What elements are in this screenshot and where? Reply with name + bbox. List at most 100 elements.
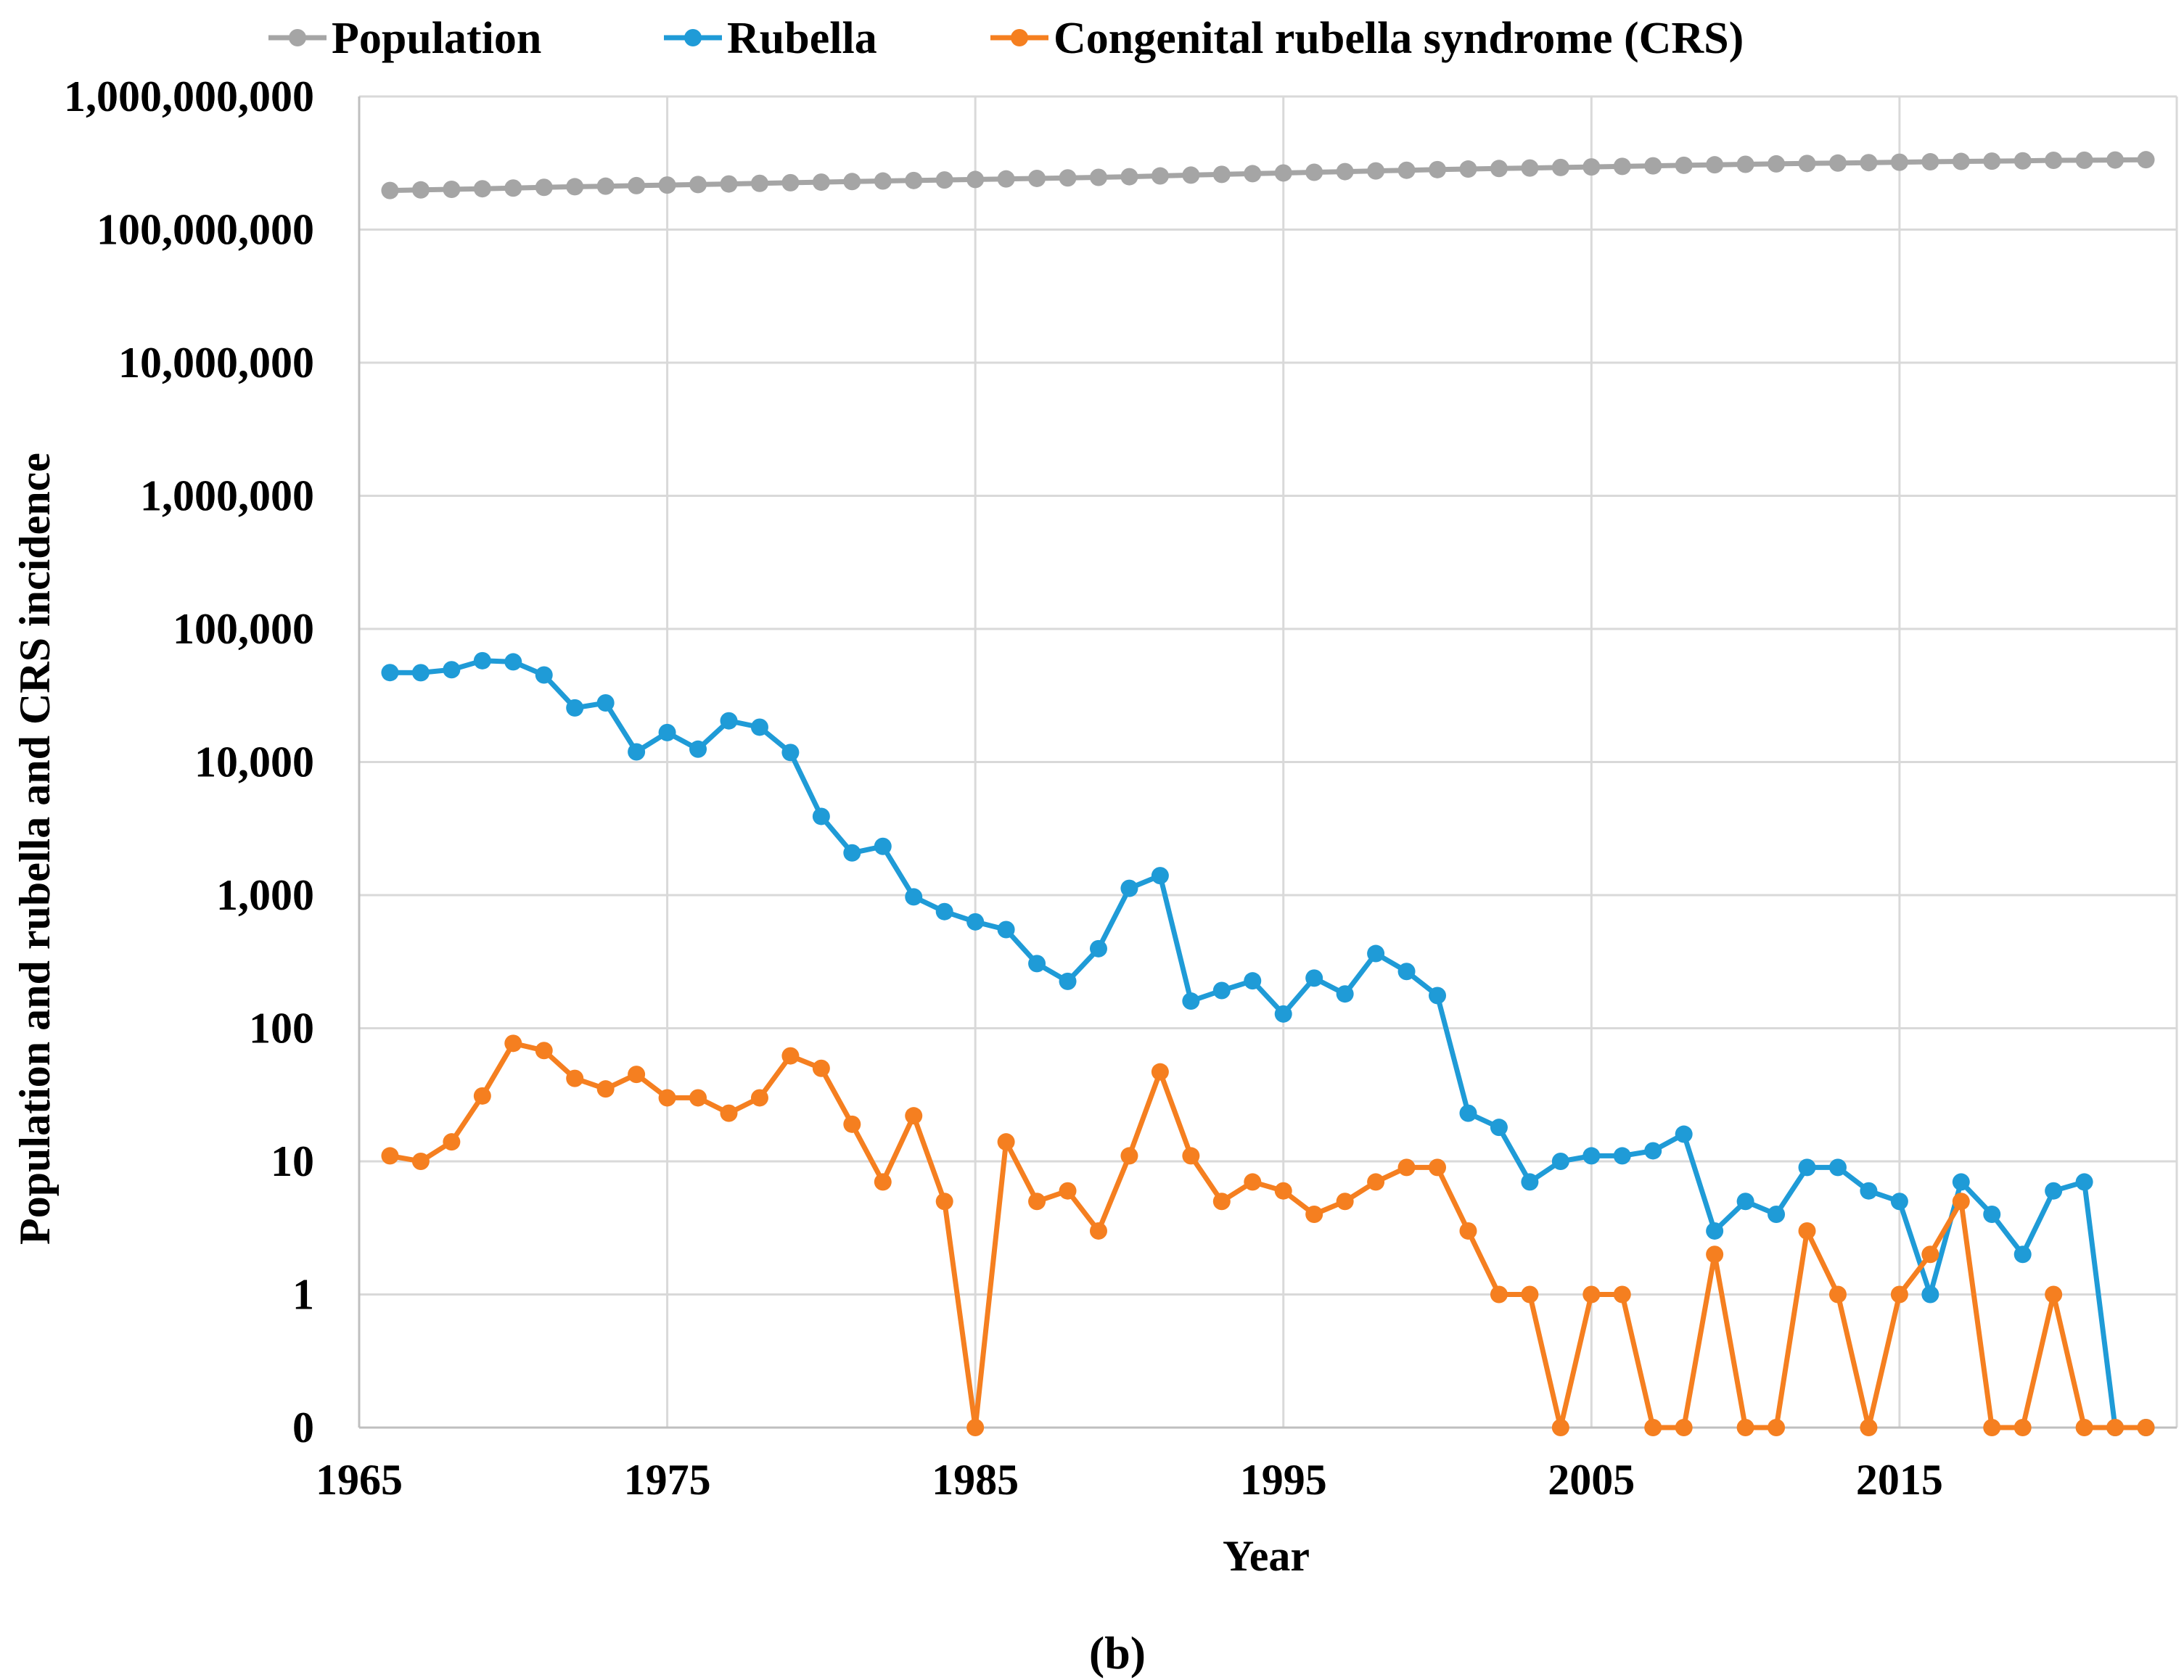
rubella-point <box>596 694 615 712</box>
congenital-rubella-syndrome-point <box>1890 1285 1908 1304</box>
rubella-point <box>874 837 892 855</box>
y-tick-label: 1,000 <box>216 871 314 919</box>
x-tick-label: 1995 <box>1240 1456 1327 1504</box>
population-point <box>843 173 861 191</box>
congenital-rubella-syndrome-point <box>1305 1206 1323 1224</box>
series-congenital-rubella-syndrome <box>381 1034 2155 1436</box>
population-point <box>1798 155 1816 173</box>
rubella-line <box>390 658 2146 1430</box>
population-point <box>1736 155 1754 173</box>
rubella-point <box>1706 1222 1724 1240</box>
congenital-rubella-syndrome-point <box>997 1133 1015 1151</box>
congenital-rubella-syndrome-point <box>966 1419 985 1436</box>
congenital-rubella-syndrome-point <box>1490 1285 1508 1304</box>
population-point <box>1890 153 1908 171</box>
rubella-point <box>658 723 676 741</box>
congenital-rubella-syndrome-line <box>389 1040 2146 1430</box>
population-point <box>1397 161 1416 179</box>
congenital-rubella-syndrome-point <box>411 1153 430 1170</box>
congenital-rubella-syndrome-point <box>781 1047 800 1065</box>
grid-layer <box>358 95 2178 1428</box>
congenital-rubella-syndrome-point <box>1459 1222 1477 1240</box>
rubella-point <box>966 913 985 931</box>
population-point <box>443 180 461 198</box>
rubella-point <box>935 902 953 921</box>
congenital-rubella-syndrome-point <box>1182 1147 1200 1165</box>
congenital-rubella-syndrome-point <box>473 1087 491 1105</box>
rubella-point <box>1028 955 1046 973</box>
rubella-point <box>566 699 584 717</box>
legend-item-rubella: Rubella <box>664 14 877 63</box>
congenital-rubella-syndrome-point <box>566 1069 584 1087</box>
y-tick-label: 10,000,000 <box>118 339 314 387</box>
rubella-point <box>628 743 646 761</box>
congenital-rubella-syndrome-point <box>720 1104 738 1122</box>
congenital-rubella-syndrome-point <box>874 1173 892 1191</box>
x-tick-label: 1975 <box>624 1456 711 1504</box>
congenital-rubella-syndrome-point <box>1613 1285 1631 1304</box>
population-point <box>1983 152 2001 170</box>
rubella-point <box>781 744 800 762</box>
congenital-rubella-syndrome-point <box>1521 1285 1539 1304</box>
rubella-point <box>1336 985 1354 1003</box>
series-layer <box>381 151 2155 1436</box>
population-point <box>381 181 399 199</box>
population-point <box>1212 165 1231 184</box>
rubella-point <box>1089 939 1107 958</box>
population-point <box>1120 168 1138 186</box>
legend-label: Population <box>332 14 541 63</box>
population-point <box>504 179 522 197</box>
congenital-rubella-syndrome-point <box>1860 1419 1878 1436</box>
rubella-point <box>1983 1206 2001 1224</box>
congenital-rubella-syndrome-point <box>1921 1245 1939 1264</box>
congenital-rubella-syndrome-point <box>812 1059 830 1077</box>
congenital-rubella-syndrome-point <box>628 1066 646 1084</box>
congenital-rubella-syndrome-point <box>2045 1285 2063 1304</box>
population-point <box>720 175 738 193</box>
y-tick-label: 0 <box>292 1404 314 1452</box>
population-point <box>812 173 830 192</box>
legend-label: Rubella <box>727 14 877 63</box>
population-point <box>2013 152 2032 170</box>
congenital-rubella-syndrome-point <box>2137 1419 2155 1436</box>
rubella-point <box>689 740 707 758</box>
congenital-rubella-syndrome-point <box>1429 1158 1447 1177</box>
rubella-point <box>381 664 399 682</box>
population-point <box>1613 157 1631 176</box>
congenital-rubella-syndrome-point <box>504 1034 522 1053</box>
rubella-point <box>1305 969 1323 987</box>
rubella-point <box>812 807 830 825</box>
congenital-rubella-syndrome-point <box>1798 1222 1816 1240</box>
rubella-point <box>1367 944 1385 963</box>
population-point <box>1490 160 1508 178</box>
population-point <box>596 177 615 195</box>
legend-swatch-marker <box>289 29 306 46</box>
congenital-rubella-syndrome-point <box>1983 1419 2001 1436</box>
congenital-rubella-syndrome-point <box>1706 1245 1724 1264</box>
congenital-rubella-syndrome-point <box>1244 1173 1262 1191</box>
legend-swatch-marker <box>684 29 702 46</box>
congenital-rubella-syndrome-point <box>443 1133 461 1151</box>
legend-item-population: Population <box>268 14 541 63</box>
population-point <box>1706 156 1724 174</box>
population-point <box>1305 163 1323 181</box>
congenital-rubella-syndrome-point <box>935 1193 953 1211</box>
rubella-point <box>1212 981 1231 1000</box>
rubella-point <box>2013 1245 2032 1264</box>
y-tick-label: 100,000,000 <box>97 206 314 254</box>
congenital-rubella-syndrome-point <box>905 1107 923 1125</box>
population-point <box>1244 165 1262 183</box>
rubella-point <box>1644 1142 1662 1160</box>
rubella-point <box>1274 1005 1292 1023</box>
legend: Population Rubella Congenital rubella synd… <box>268 14 1744 63</box>
population-point <box>1582 158 1601 176</box>
rubella-point <box>1736 1193 1754 1211</box>
population-point <box>1151 167 1169 185</box>
congenital-rubella-syndrome-point <box>1828 1285 1847 1304</box>
congenital-rubella-syndrome-point <box>1675 1419 1693 1436</box>
axis-layer: 0 1 10 100 1,000 10,000 100,000 1,000,000 10,000… <box>64 73 2177 1504</box>
population-point <box>1768 155 1786 173</box>
population-point <box>1059 169 1077 187</box>
y-tick-label: 1,000,000,000 <box>64 73 314 120</box>
